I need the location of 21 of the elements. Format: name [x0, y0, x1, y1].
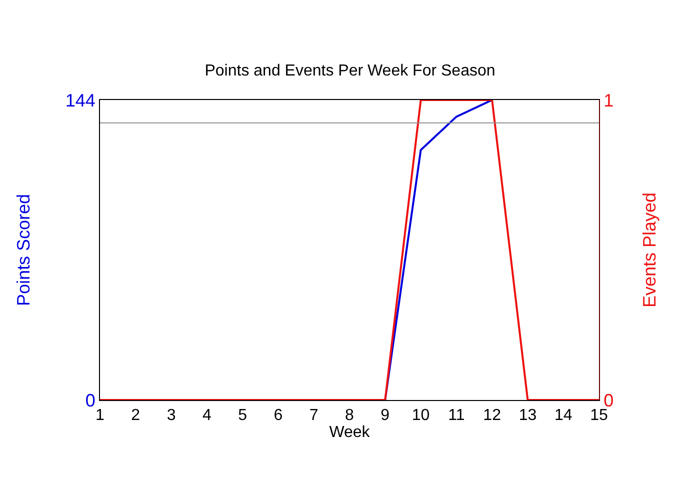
- chart-title: Points and Events Per Week For Season: [204, 62, 496, 80]
- x-tick-label: 9: [380, 407, 390, 424]
- x-tick-label: 2: [131, 407, 140, 424]
- y-tick-label: 144: [65, 90, 96, 110]
- y-axis-title: Points Scored: [14, 194, 34, 306]
- x-tick-label: 13: [518, 407, 537, 424]
- x-tick-label: 1: [96, 407, 105, 424]
- x-tick-label: 8: [345, 407, 354, 424]
- x-axis-title: Week: [329, 424, 371, 442]
- x-tick-label: 4: [202, 407, 212, 424]
- x-tick-label: 12: [483, 407, 502, 424]
- x-tick-label: 14: [554, 407, 572, 424]
- line-series: [384, 100, 494, 400]
- x-tick-label: 10: [412, 407, 430, 424]
- x-tick-label: 3: [166, 407, 176, 424]
- x-tick-label: 11: [448, 407, 465, 424]
- x-tick-label: 6: [274, 407, 283, 424]
- y2-axis-title: Events Played: [640, 192, 660, 308]
- x-tick-label: 7: [309, 407, 318, 424]
- y2-tick-label: 1: [604, 90, 614, 110]
- x-tick-label: 5: [238, 407, 248, 424]
